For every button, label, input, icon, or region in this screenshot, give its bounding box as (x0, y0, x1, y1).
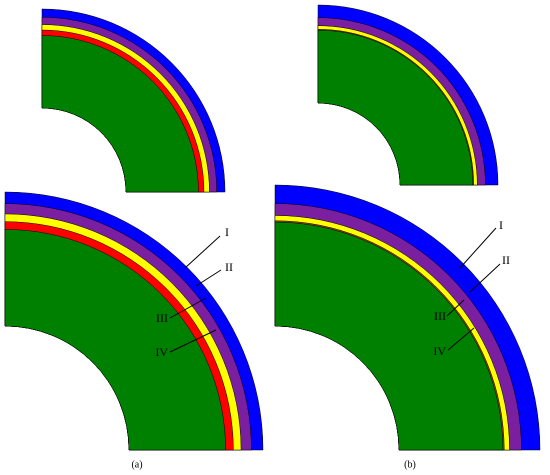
panel-label: (a) (131, 459, 142, 470)
callout-line (184, 235, 221, 269)
callout-line (459, 227, 497, 269)
panel-label: (b) (404, 459, 416, 470)
callout-label: I (499, 218, 503, 232)
ring-layer (274, 221, 504, 451)
callout-label: II (225, 260, 233, 274)
ring-layer (41, 35, 199, 193)
callout-label: IV (433, 344, 446, 358)
callout-lines (169, 227, 501, 353)
callout-line (447, 327, 475, 351)
callout-line (195, 269, 222, 287)
ring-layer (317, 29, 474, 186)
ring-drawings (4, 4, 541, 451)
callout-line (469, 263, 501, 293)
callout-label: I (225, 225, 229, 239)
callout-label: II (502, 253, 510, 267)
callout-label: III (434, 309, 446, 323)
callout-label: IV (155, 345, 168, 359)
callout-line (446, 299, 465, 317)
callout-line (169, 329, 217, 353)
callout-label: III (156, 311, 168, 325)
callout-line (169, 297, 207, 319)
ring-layer (4, 229, 226, 451)
